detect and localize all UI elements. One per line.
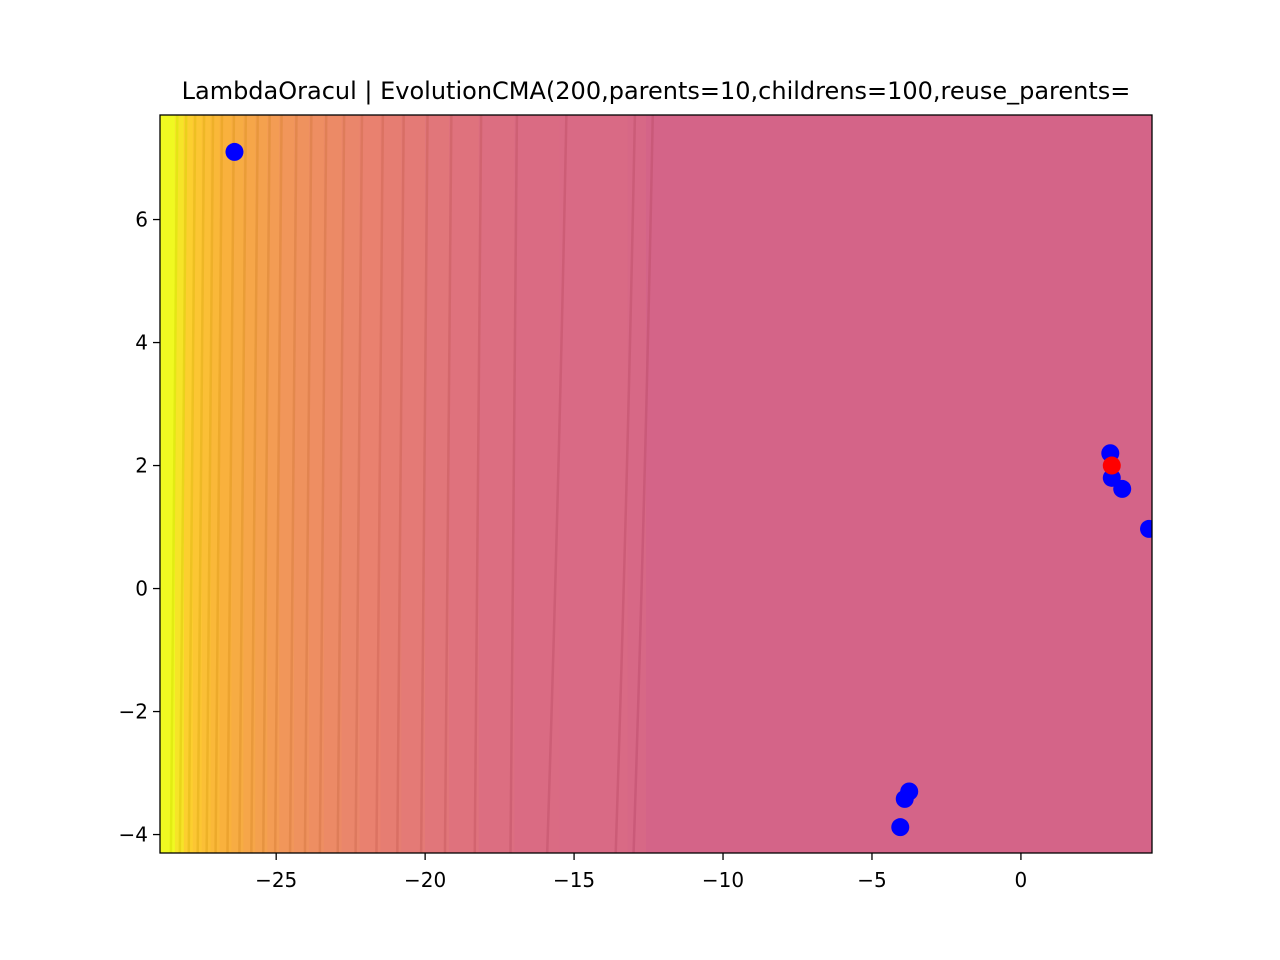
population-point (891, 818, 910, 837)
contour-band (514, 115, 560, 853)
contour-line (273, 115, 283, 853)
x-tick-label: −15 (553, 868, 595, 892)
y-tick-label: 2 (135, 454, 148, 478)
contour-line (205, 115, 215, 853)
population-point (1113, 479, 1132, 498)
contour-line (169, 115, 179, 853)
contour-band (341, 115, 361, 853)
contour-line (250, 115, 259, 853)
contour-band (559, 115, 629, 853)
contour-line (214, 115, 224, 853)
y-tick-label: −4 (119, 823, 148, 847)
contour-band (183, 115, 194, 853)
population-point (895, 789, 914, 808)
contour-line (473, 115, 483, 853)
contour-line (396, 115, 405, 853)
x-tick-label: −20 (404, 868, 446, 892)
contour-line (509, 115, 519, 853)
contour-band (448, 115, 480, 853)
contour-line (318, 115, 328, 853)
chart-title: LambdaOracul | EvolutionCMA(200,parents=… (182, 77, 1131, 105)
contour-line (238, 115, 248, 853)
y-tick-label: 6 (135, 208, 148, 232)
y-tick-label: 4 (135, 331, 148, 355)
contour-band (174, 115, 185, 853)
plot-frame (159, 114, 1153, 854)
best-point (1102, 456, 1121, 475)
contour-line (261, 115, 271, 853)
contour-band (192, 115, 203, 853)
contour-line (354, 115, 364, 853)
contour-line (187, 115, 197, 853)
contour-line (443, 115, 453, 853)
contour-line (336, 115, 346, 853)
contour-line (288, 115, 298, 853)
x-tick-label: 0 (1015, 868, 1028, 892)
contour-band (359, 115, 381, 853)
population-point (225, 142, 244, 161)
x-tick-label: −25 (255, 868, 297, 892)
contour-line (226, 115, 236, 853)
population-point (1140, 519, 1152, 538)
contour-line (178, 115, 188, 853)
contour-band (323, 115, 343, 853)
contour-band (627, 115, 647, 853)
x-tick-label: −5 (857, 868, 886, 892)
contour-line (303, 115, 313, 853)
contour-band (380, 115, 402, 853)
contour-line (419, 115, 429, 853)
contour-band (210, 115, 221, 853)
contour-line (196, 115, 206, 853)
contour-line (632, 115, 655, 853)
x-tick-label: −10 (702, 868, 744, 892)
contour-line (545, 115, 568, 853)
y-tick-label: 0 (135, 577, 148, 601)
contour-line (614, 115, 637, 853)
contour-band (201, 115, 212, 853)
y-tick-label: −2 (119, 700, 148, 724)
contour-band (478, 115, 515, 853)
contour-line (375, 115, 385, 853)
